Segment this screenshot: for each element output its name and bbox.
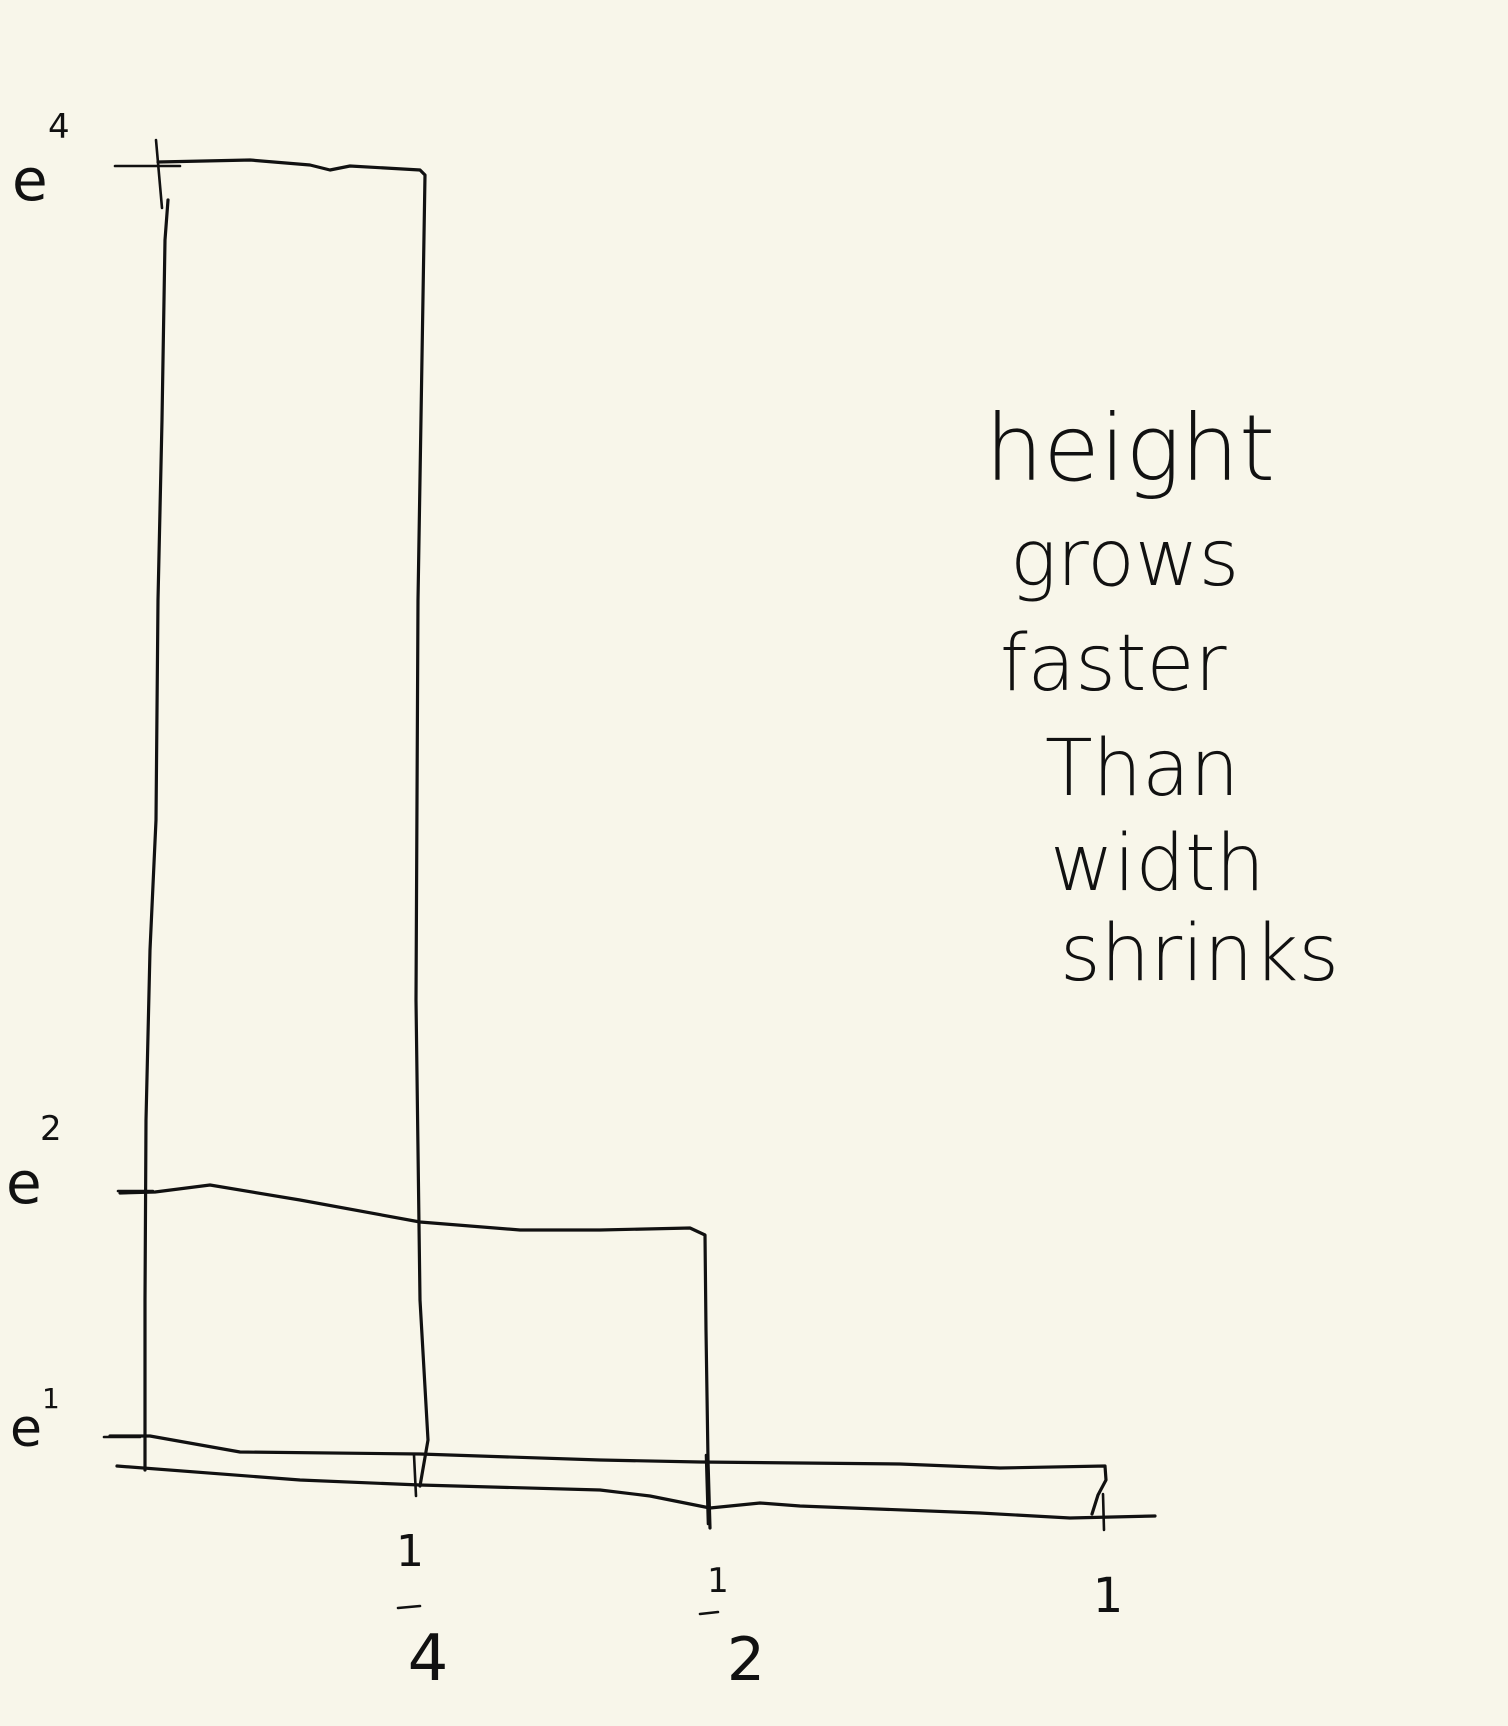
note-line-3: faster <box>1000 619 1227 709</box>
bar-quarter-e4 <box>143 158 430 1488</box>
note-line-6: shrinks <box>1060 909 1339 999</box>
note: height grows faster Than width shrinks <box>985 395 1339 999</box>
y-label-e1: e 1 <box>10 1382 60 1459</box>
x-label-half-bar <box>698 1610 720 1616</box>
y-tick-e4 <box>113 138 182 210</box>
y-label-e2-base: e <box>6 1149 42 1217</box>
x-axis <box>115 1464 1157 1520</box>
x-tick-half <box>704 1453 710 1526</box>
bar-full-e1 <box>108 1434 1108 1516</box>
x-tick-one <box>1101 1492 1106 1532</box>
y-label-e4-base: e <box>12 146 48 214</box>
note-line-5: width <box>1050 819 1265 909</box>
x-label-quarter: 1 4 <box>396 1526 448 1696</box>
x-label-one-num: 1 <box>1093 1568 1124 1624</box>
y-label-e1-base: e <box>10 1399 42 1459</box>
y-label-e2-exp: 2 <box>40 1109 62 1149</box>
y-label-e4: e 4 <box>12 107 70 214</box>
x-label-half-den: 2 <box>727 1625 765 1695</box>
y-label-e2: e 2 <box>6 1109 62 1217</box>
x-label-one: 1 <box>1093 1568 1124 1624</box>
y-label-e1-exp: 1 <box>42 1382 60 1415</box>
x-label-quarter-num: 1 <box>396 1526 424 1577</box>
x-label-quarter-bar <box>396 1604 422 1610</box>
x-label-half-num: 1 <box>707 1561 729 1601</box>
x-label-half: 1 2 <box>698 1561 765 1695</box>
x-tick-quarter <box>412 1453 418 1498</box>
bar-half-e2 <box>118 1183 712 1530</box>
x-label-quarter-den: 4 <box>408 1622 449 1696</box>
note-line-4: Than <box>1045 724 1239 814</box>
y-label-e4-exp: 4 <box>48 107 70 147</box>
note-line-1: height <box>985 395 1275 502</box>
note-line-2: grows <box>1010 514 1239 604</box>
